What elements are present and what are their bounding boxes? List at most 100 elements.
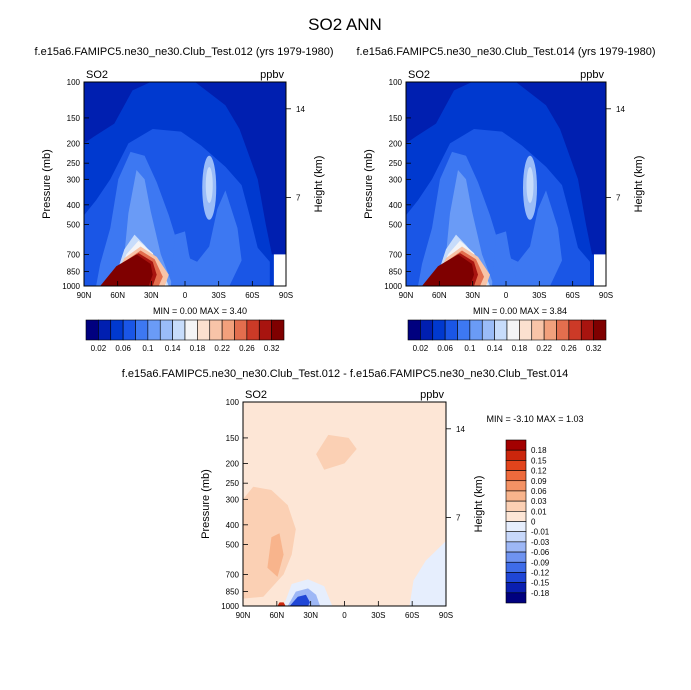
colorbar-swatch — [506, 319, 520, 341]
colorbar-swatch — [85, 319, 99, 341]
y-tick-label: 850 — [226, 588, 240, 597]
colorbar-swatch — [135, 319, 149, 341]
colorbar-swatch — [505, 572, 527, 583]
colorbar-swatch — [505, 521, 527, 532]
colorbar-swatch — [505, 449, 527, 461]
x-tick-label: 90N — [399, 291, 414, 300]
y-tick-label: 150 — [226, 434, 240, 443]
y-axis-label: Pressure (mb) — [363, 149, 375, 219]
x-tick-label: 30N — [303, 611, 318, 620]
colorbar-swatch — [556, 319, 570, 341]
colorbar-label: 0.22 — [536, 344, 552, 353]
colorbar-swatch — [505, 592, 527, 604]
field-blob-core — [526, 167, 534, 204]
x-tick-label: 30N — [144, 291, 159, 300]
y-tick-label: 850 — [67, 268, 81, 277]
y-tick-label: 300 — [389, 175, 403, 184]
y-tick-label: 1000 — [62, 282, 80, 291]
diff-positive-core — [267, 533, 284, 577]
colorbar-swatch — [221, 319, 235, 341]
colorbar-label: 0.1 — [142, 344, 154, 353]
colorbar-label: 0.06 — [115, 344, 131, 353]
y2-tick-label: 14 — [616, 105, 625, 114]
colorbar-swatch — [122, 319, 136, 341]
colorbar-label: 0.18 — [531, 446, 547, 455]
colorbar-swatch — [444, 319, 458, 341]
colorbar-swatch — [494, 319, 508, 341]
x-tick-label: 30S — [532, 291, 546, 300]
x-tick-label: 60S — [566, 291, 580, 300]
minmax-label: MIN = -3.10 MAX = 1.03 — [486, 414, 583, 424]
colorbar-label: 0.06 — [531, 487, 547, 496]
panel-3: f.e15a6.FAMIPC5.ne30_ne30.Club_Test.012 … — [122, 368, 584, 620]
diff-negative-core — [289, 594, 310, 606]
colorbar: 0.02 0.06 0.1 0.14 0.18 0.22 0.26 0.32 — [85, 319, 285, 353]
x-tick-label: 90S — [279, 291, 293, 300]
x-tick-label: 90S — [439, 611, 453, 620]
colorbar-swatch — [505, 531, 527, 543]
x-tick-label: 0 — [342, 611, 347, 620]
colorbar: 0.180.150.120.090.060.030.010-0.01-0.03-… — [505, 439, 550, 604]
colorbar-swatch — [505, 480, 527, 492]
colorbar-label: 0.02 — [91, 344, 107, 353]
colorbar-label: 0.22 — [214, 344, 230, 353]
colorbar-label: -0.06 — [531, 548, 550, 557]
panels-group: f.e15a6.FAMIPC5.ne30_ne30.Club_Test.012 … — [34, 46, 655, 620]
colorbar-label: -0.12 — [531, 568, 550, 577]
field-blob-core — [205, 167, 213, 204]
y-tick-label: 700 — [389, 250, 403, 259]
diff-positive-surface — [277, 602, 286, 606]
colorbar-label: -0.15 — [531, 579, 550, 588]
x-tick-label: 30S — [371, 611, 385, 620]
x-tick-label: 30N — [465, 291, 480, 300]
colorbar-swatch — [505, 511, 527, 522]
y-tick-label: 200 — [67, 139, 81, 148]
x-tick-label: 60N — [110, 291, 125, 300]
y2-tick-label: 14 — [456, 425, 465, 434]
colorbar-swatch — [505, 561, 527, 573]
x-tick-label: 60S — [405, 611, 419, 620]
field-level-4-tropics — [492, 231, 518, 286]
y2-tick-label: 7 — [296, 193, 301, 202]
y-tick-label: 250 — [67, 159, 81, 168]
plot-field — [243, 402, 446, 606]
colorbar-swatch — [505, 541, 527, 553]
y-tick-label: 1000 — [384, 282, 402, 291]
y-tick-label: 100 — [67, 78, 81, 87]
colorbar: 0.02 0.06 0.1 0.14 0.18 0.22 0.26 0.32 — [407, 319, 607, 353]
colorbar-label: 0.14 — [487, 344, 503, 353]
y-axis-label: Pressure (mb) — [41, 149, 53, 219]
y-tick-label: 200 — [226, 459, 240, 468]
x-tick-label: 90S — [599, 291, 613, 300]
figure-title: SO2 ANN — [308, 15, 382, 34]
x-tick-label: 90N — [77, 291, 92, 300]
colorbar-swatch — [593, 319, 607, 341]
y-tick-label: 400 — [226, 521, 240, 530]
colorbar-label: 0.32 — [264, 344, 280, 353]
colorbar-swatch — [172, 319, 186, 341]
field-mask-antarctica — [273, 254, 286, 286]
colorbar-label: 0.26 — [561, 344, 577, 353]
y2-axis-label: Height (km) — [313, 156, 325, 213]
colorbar-label: 0.14 — [165, 344, 181, 353]
colorbar-label: 0.09 — [531, 477, 547, 486]
colorbar-label: 0.18 — [512, 344, 528, 353]
y2-tick-label: 7 — [456, 513, 461, 522]
colorbar-swatch — [457, 319, 471, 341]
x-tick-label: 0 — [183, 291, 188, 300]
variable-label: SO2 — [408, 69, 430, 81]
field-level-4-tropics — [170, 231, 198, 286]
x-tick-label: 30S — [212, 291, 226, 300]
y-tick-label: 300 — [226, 495, 240, 504]
y-tick-label: 700 — [226, 570, 240, 579]
y-tick-label: 100 — [389, 78, 403, 87]
colorbar-swatch — [98, 319, 112, 341]
y-tick-label: 850 — [389, 268, 403, 277]
colorbar-swatch — [234, 319, 248, 341]
colorbar-swatch — [568, 319, 582, 341]
y-tick-label: 250 — [389, 159, 403, 168]
panel-title: f.e15a6.FAMIPC5.ne30_ne30.Club_Test.012 … — [122, 368, 568, 380]
y-tick-label: 200 — [389, 139, 403, 148]
colorbar-swatch — [184, 319, 198, 341]
panel-2: f.e15a6.FAMIPC5.ne30_ne30.Club_Test.014 … — [356, 46, 655, 353]
